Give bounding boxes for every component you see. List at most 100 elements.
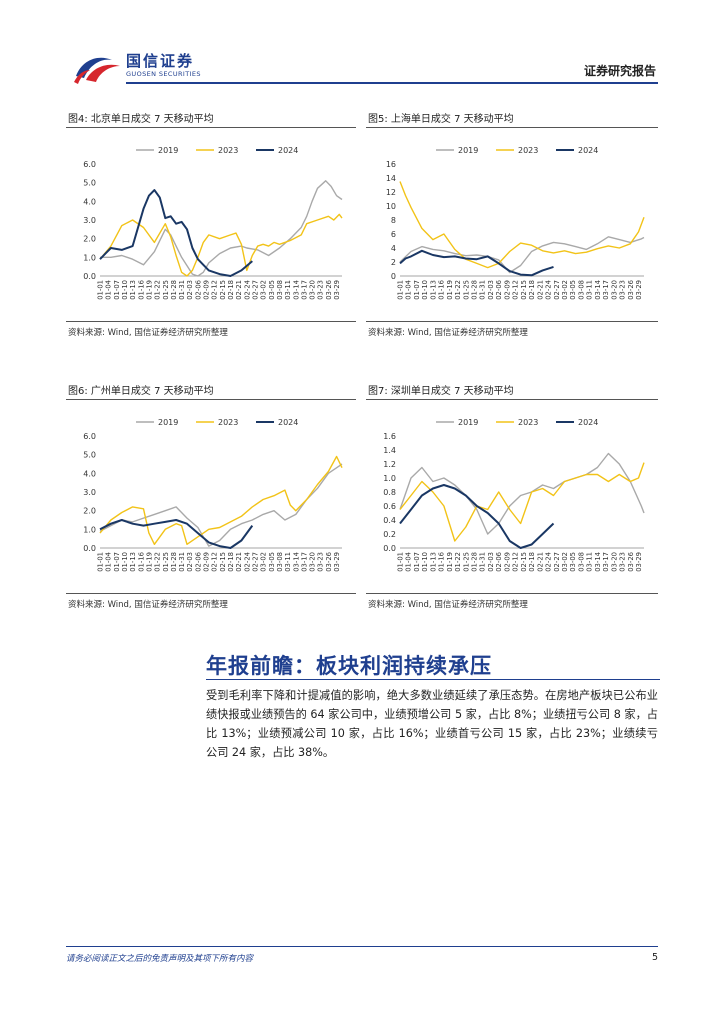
x-tick-label: 03-11	[284, 552, 292, 572]
x-tick-label: 02-18	[528, 280, 536, 300]
x-tick-label: 03-02	[561, 552, 569, 572]
x-tick-label: 02-06	[495, 552, 503, 572]
disclaimer-note: 请务必阅读正文之后的免责声明及其项下所有内容	[66, 954, 254, 964]
x-tick-label: 02-24	[545, 280, 553, 300]
series-line-2023	[99, 455, 343, 546]
x-tick-label: 01-10	[121, 280, 129, 300]
x-tick-label: 02-09	[503, 552, 511, 572]
series-line-2024	[399, 484, 555, 549]
x-tick-label: 02-21	[235, 280, 243, 300]
figure-7-source: 资料来源: Wind, 国信证券经济研究所整理	[368, 600, 528, 610]
x-tick-label: 03-23	[317, 552, 325, 572]
x-tick-label: 01-04	[105, 280, 113, 300]
x-tick-label: 01-25	[462, 280, 470, 300]
x-tick-label: 03-08	[276, 280, 284, 300]
x-tick-label: 02-15	[520, 280, 528, 300]
header-divider	[126, 82, 658, 84]
x-tick-label: 03-26	[627, 552, 635, 572]
x-tick-label: 03-02	[561, 280, 569, 300]
section-heading: 年报前瞻：板块利润持续承压	[206, 654, 492, 678]
x-tick-label: 03-08	[276, 552, 284, 572]
legend-label-2023: 2023	[518, 418, 538, 427]
page-number: 5	[651, 952, 658, 963]
x-tick-label: 03-17	[602, 280, 610, 300]
y-tick-label: 5.0	[83, 179, 96, 188]
x-tick-label: 03-20	[309, 552, 317, 572]
x-tick-label: 01-16	[438, 280, 446, 300]
x-tick-label: 01-01	[97, 552, 105, 572]
y-tick-label: 12	[386, 188, 396, 197]
x-tick-label: 03-17	[602, 552, 610, 572]
figure-4-top-rule	[66, 127, 356, 128]
x-tick-label: 03-20	[610, 280, 618, 300]
y-tick-label: 16	[386, 160, 396, 169]
x-tick-label: 02-18	[227, 280, 235, 300]
x-tick-label: 03-11	[586, 552, 594, 572]
legend-label-2019: 2019	[458, 418, 478, 427]
x-tick-label: 03-05	[268, 280, 276, 300]
legend-label-2024: 2024	[278, 418, 298, 427]
series-line-2024	[99, 519, 254, 549]
y-tick-label: 6.0	[83, 160, 96, 169]
x-tick-label: 01-07	[413, 552, 421, 572]
logo-text-cn: 国信证券	[126, 52, 195, 70]
series-line-2019	[99, 463, 343, 547]
x-tick-label: 02-09	[203, 280, 211, 300]
x-tick-label: 03-17	[300, 552, 308, 572]
x-tick-label: 02-03	[487, 280, 495, 300]
x-tick-label: 03-08	[577, 280, 585, 300]
y-tick-label: 1.0	[383, 474, 396, 483]
y-tick-label: 8	[391, 216, 396, 225]
x-tick-label: 02-27	[251, 280, 259, 300]
x-tick-label: 01-31	[178, 280, 186, 300]
x-tick-label: 02-21	[536, 552, 544, 572]
x-tick-label: 03-26	[325, 280, 333, 300]
y-tick-label: 0.4	[383, 516, 396, 525]
x-tick-label: 02-12	[211, 280, 219, 300]
x-tick-label: 03-11	[284, 280, 292, 300]
x-tick-label: 01-19	[145, 280, 153, 300]
x-tick-label: 01-22	[454, 552, 462, 572]
y-tick-label: 0.0	[383, 544, 396, 553]
x-tick-label: 03-05	[268, 552, 276, 572]
x-tick-label: 02-24	[243, 552, 251, 572]
x-tick-label: 02-06	[194, 552, 202, 572]
x-tick-label: 03-05	[569, 280, 577, 300]
y-tick-label: 0.8	[383, 488, 396, 497]
legend-label-2019: 2019	[158, 146, 178, 155]
x-tick-label: 02-18	[528, 552, 536, 572]
figure-5-top-rule	[366, 127, 658, 128]
x-tick-label: 01-22	[454, 280, 462, 300]
x-tick-label: 03-29	[333, 280, 341, 300]
series-line-2023	[399, 181, 645, 269]
x-tick-label: 02-18	[227, 552, 235, 572]
x-tick-label: 01-04	[405, 552, 413, 572]
x-tick-label: 03-26	[325, 552, 333, 572]
x-tick-label: 01-22	[154, 552, 162, 572]
figure-6-top-rule	[66, 399, 356, 400]
report-type-label: 证券研究报告	[583, 64, 656, 78]
x-tick-label: 02-27	[553, 280, 561, 300]
x-tick-label: 01-25	[162, 552, 170, 572]
y-tick-label: 0	[391, 272, 396, 281]
y-tick-label: 1.0	[83, 253, 96, 262]
series-line-2023	[99, 213, 343, 277]
x-tick-label: 02-09	[203, 552, 211, 572]
x-tick-label: 03-14	[292, 552, 300, 572]
y-tick-label: 1.4	[383, 446, 396, 455]
x-tick-label: 02-03	[487, 552, 495, 572]
x-tick-label: 01-22	[154, 280, 162, 300]
y-tick-label: 0.6	[383, 502, 396, 511]
x-tick-label: 03-02	[260, 280, 268, 300]
legend-label-2023: 2023	[218, 418, 238, 427]
logo-text-en: GUOSEN SECURITIES	[126, 70, 201, 78]
x-tick-label: 01-10	[421, 280, 429, 300]
y-tick-label: 0.0	[83, 272, 96, 281]
x-tick-label: 01-28	[170, 552, 178, 572]
series-line-2024	[99, 189, 253, 277]
x-tick-label: 01-13	[129, 552, 137, 572]
x-tick-label: 01-16	[137, 552, 145, 572]
series-line-2024	[399, 249, 554, 277]
x-tick-label: 02-03	[186, 552, 194, 572]
